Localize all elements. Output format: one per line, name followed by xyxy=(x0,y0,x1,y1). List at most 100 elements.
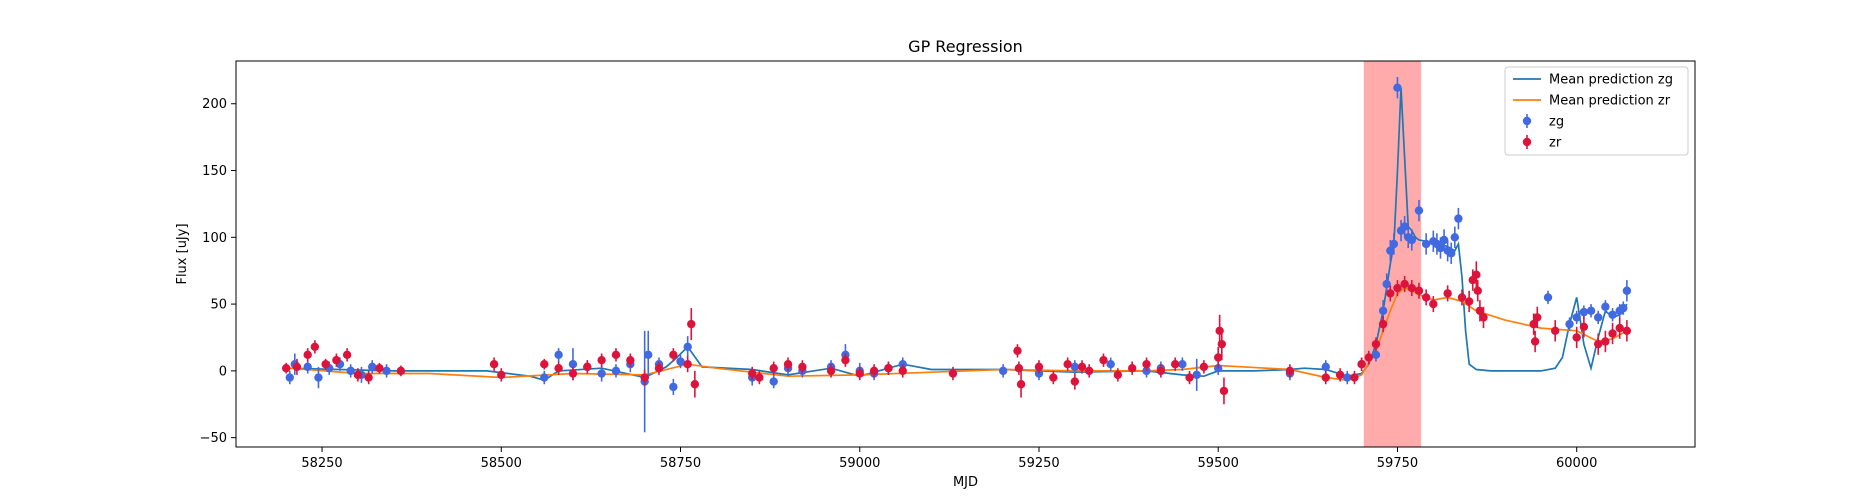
data-point xyxy=(1454,214,1463,223)
data-point xyxy=(1099,355,1108,365)
data-point xyxy=(321,359,330,369)
y-tick-label: 150 xyxy=(202,164,227,179)
data-point xyxy=(1357,359,1366,369)
data-point xyxy=(1443,289,1452,298)
data-point xyxy=(583,362,592,372)
data-point xyxy=(611,366,621,376)
legend-marker-swatch xyxy=(1522,116,1532,126)
axes: 58250 58500 58750 59000 59250 59500 59750 60000… xyxy=(200,97,1598,471)
data-point xyxy=(1608,310,1617,319)
y-tick-label: 200 xyxy=(202,97,227,112)
legend-label: zg xyxy=(1549,115,1564,130)
data-point xyxy=(687,319,696,329)
data-point xyxy=(1450,233,1460,242)
data-point xyxy=(1572,313,1581,322)
data-point xyxy=(568,359,578,369)
data-point xyxy=(292,362,302,372)
data-point xyxy=(1414,206,1424,215)
data-point xyxy=(826,366,836,376)
data-point xyxy=(1530,337,1540,346)
y-tick-label: −50 xyxy=(200,431,227,446)
y-axis-title: Flux [uJy] xyxy=(175,223,190,284)
data-point xyxy=(1421,293,1431,302)
x-tick-label: 58750 xyxy=(660,456,701,471)
data-point xyxy=(568,369,578,378)
data-point xyxy=(554,350,563,360)
data-point xyxy=(998,366,1008,376)
data-point xyxy=(676,357,685,366)
data-point xyxy=(1386,289,1395,298)
data-point xyxy=(1364,353,1373,362)
data-point xyxy=(855,369,864,378)
data-point xyxy=(1386,246,1395,255)
x-tick-label: 58500 xyxy=(481,456,522,471)
data-point xyxy=(1156,366,1166,376)
data-point xyxy=(1049,373,1058,382)
legend-box xyxy=(1504,66,1689,156)
data-point xyxy=(1447,249,1456,258)
data-point xyxy=(798,362,807,372)
data-point xyxy=(644,350,653,360)
data-point xyxy=(1350,373,1359,382)
data-point xyxy=(669,350,678,360)
x-tick-label: 59750 xyxy=(1377,456,1418,471)
data-point xyxy=(1393,83,1402,92)
data-point xyxy=(1371,339,1381,349)
data-point xyxy=(368,362,377,372)
data-point xyxy=(1475,306,1485,315)
data-point xyxy=(1565,319,1574,329)
data-point xyxy=(1192,370,1201,380)
data-point xyxy=(1371,350,1381,360)
data-point xyxy=(1479,313,1488,322)
chart-title: GP Regression xyxy=(908,37,1023,56)
data-point xyxy=(1400,222,1409,231)
data-point xyxy=(1171,359,1180,369)
data-point xyxy=(898,366,907,376)
x-tick-label: 60000 xyxy=(1556,456,1597,471)
legend-item: Mean prediction zr xyxy=(1513,94,1671,109)
data-point xyxy=(1199,362,1209,372)
data-point xyxy=(1473,286,1482,295)
data-point xyxy=(1335,370,1345,380)
x-axis-title: MJD xyxy=(953,475,978,490)
data-point xyxy=(1400,279,1409,289)
data-point xyxy=(1414,286,1424,295)
data-point xyxy=(1608,329,1617,338)
data-point xyxy=(1457,293,1467,302)
data-point xyxy=(1106,359,1115,369)
data-point xyxy=(1214,353,1223,362)
data-point xyxy=(1127,363,1137,373)
legend-label: Mean prediction zr xyxy=(1549,94,1671,109)
data-point xyxy=(1393,283,1402,293)
data-point xyxy=(1077,362,1087,372)
legend-item: Mean prediction zg xyxy=(1513,73,1673,88)
data-point xyxy=(683,359,692,369)
data-point xyxy=(310,342,320,352)
data-point xyxy=(1601,302,1610,311)
data-point xyxy=(1550,326,1560,335)
data-point xyxy=(375,363,384,373)
data-point xyxy=(1063,359,1072,369)
data-point xyxy=(1321,373,1330,382)
data-point xyxy=(364,373,373,382)
data-point xyxy=(1016,380,1026,389)
data-point xyxy=(1389,239,1399,249)
data-point xyxy=(626,355,635,365)
data-point xyxy=(748,369,757,378)
data-point xyxy=(346,366,355,376)
data-point xyxy=(1622,326,1632,335)
data-point xyxy=(1382,279,1391,289)
data-point xyxy=(281,363,291,373)
data-point xyxy=(314,373,323,382)
data-point xyxy=(540,373,549,382)
data-point xyxy=(1439,235,1449,245)
data-point xyxy=(1178,359,1187,369)
data-point xyxy=(841,355,850,365)
legend-label: zr xyxy=(1549,136,1562,151)
data-point xyxy=(303,362,312,372)
x-tick-label: 59250 xyxy=(1018,456,1059,471)
data-point xyxy=(1421,239,1431,249)
x-tick-label: 58250 xyxy=(301,456,342,471)
data-point xyxy=(1070,362,1080,372)
